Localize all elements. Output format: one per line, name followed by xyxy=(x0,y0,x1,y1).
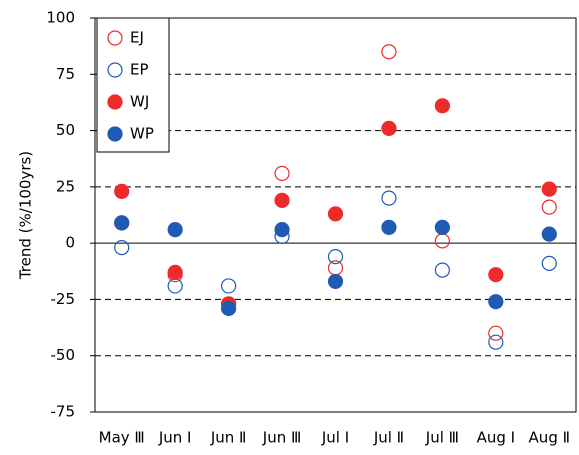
marker xyxy=(381,120,397,136)
x-tick-label: May Ⅲ xyxy=(99,429,145,447)
legend-marker xyxy=(107,62,123,78)
marker xyxy=(434,262,450,278)
marker xyxy=(381,190,397,206)
marker xyxy=(434,233,450,249)
y-tick-label: 50 xyxy=(56,121,75,139)
marker xyxy=(327,260,344,276)
x-tick-label: Aug Ⅰ xyxy=(477,429,515,447)
marker xyxy=(488,334,504,350)
legend-marker xyxy=(107,30,123,46)
marker xyxy=(488,267,504,283)
marker xyxy=(274,192,290,208)
marker xyxy=(114,240,130,256)
x-tick-label: Jun Ⅲ xyxy=(262,429,302,447)
x-tick-label: Jun Ⅰ xyxy=(158,429,192,447)
legend-marker xyxy=(107,94,123,110)
marker xyxy=(327,206,344,222)
y-tick-label: 100 xyxy=(46,9,75,27)
y-tick-label: 0 xyxy=(65,234,75,252)
marker xyxy=(381,44,397,60)
marker xyxy=(114,183,130,199)
x-tick-label: Jul Ⅰ xyxy=(321,429,349,447)
marker xyxy=(274,165,290,181)
marker xyxy=(221,300,237,317)
marker xyxy=(541,199,557,215)
legend-label: WP xyxy=(130,125,154,143)
x-tick-label: Aug Ⅱ xyxy=(529,429,570,447)
marker xyxy=(541,255,557,272)
marker xyxy=(221,278,237,294)
y-tick-label: 75 xyxy=(56,65,75,83)
marker xyxy=(541,181,557,197)
legend-label: EP xyxy=(130,61,149,79)
marker xyxy=(167,264,183,281)
legend-label: WJ xyxy=(130,93,149,111)
marker xyxy=(381,219,397,235)
marker xyxy=(327,273,344,290)
marker xyxy=(488,325,504,341)
marker xyxy=(541,226,557,242)
y-tick-label: -50 xyxy=(51,346,76,364)
marker xyxy=(434,98,450,114)
marker xyxy=(114,215,130,231)
y-tick-label: -25 xyxy=(51,290,76,308)
x-tick-label: Jul Ⅲ xyxy=(425,429,459,447)
y-tick-label: -75 xyxy=(51,403,76,421)
marker xyxy=(434,219,450,235)
x-tick-label: Jun Ⅱ xyxy=(210,429,247,447)
x-tick-label: Jul Ⅱ xyxy=(373,429,404,447)
marker xyxy=(488,294,504,310)
legend-marker xyxy=(107,126,123,142)
y-tick-label: 25 xyxy=(56,177,75,195)
marker xyxy=(274,222,290,238)
marker xyxy=(327,249,344,265)
marker xyxy=(167,222,183,238)
y-axis-label: Trend (%/100yrs) xyxy=(17,151,35,280)
legend-label: EJ xyxy=(130,29,144,47)
marker xyxy=(167,278,183,294)
plot-area xyxy=(94,17,577,413)
